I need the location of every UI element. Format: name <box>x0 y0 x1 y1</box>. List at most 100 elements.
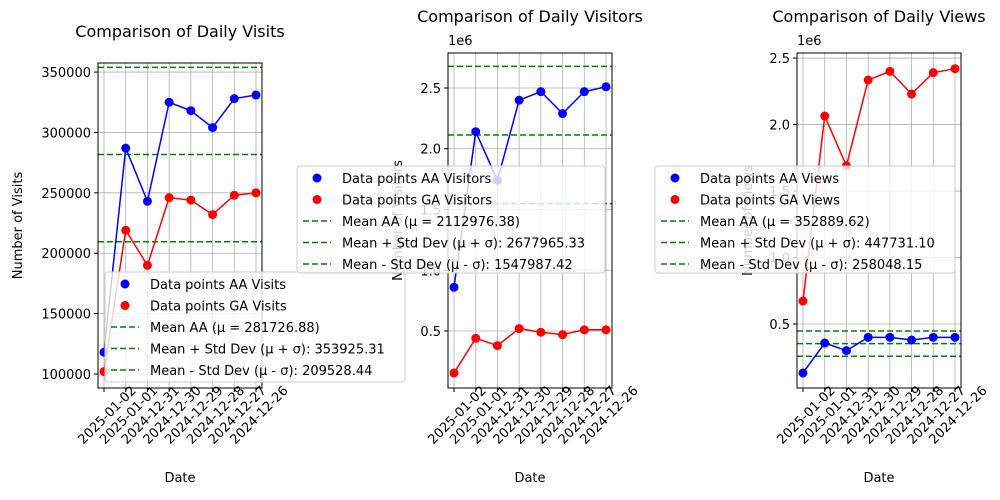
legend-box <box>296 165 606 274</box>
data-point <box>907 89 917 99</box>
y-offset-label: 1e6 <box>797 34 822 49</box>
y-tick-label: 250000 <box>41 187 91 202</box>
data-point <box>208 210 218 220</box>
y-axis-label: Number of Visits <box>11 172 26 280</box>
legend-label: Mean AA (μ = 2112976.38) <box>342 215 520 230</box>
data-point <box>928 68 938 78</box>
y-offset-label: 1e6 <box>448 34 473 49</box>
y-tick-label: 2.5 <box>769 52 790 67</box>
data-point <box>449 282 459 292</box>
data-point <box>579 325 589 335</box>
legend-box <box>104 271 406 383</box>
data-point <box>928 332 938 342</box>
data-point <box>186 195 196 205</box>
legend-label: Data points GA Views <box>700 194 840 209</box>
chart-title: Comparison of Daily Visitors <box>417 7 643 26</box>
legend-label: Mean + Std Dev (μ + σ): 447731.10 <box>700 237 935 252</box>
legend: Data points AA Visits Data points GA Visi… <box>104 271 406 383</box>
legend-label: Data points AA Visitors <box>342 172 492 187</box>
data-point <box>471 333 481 343</box>
x-axis-label: Date <box>863 471 894 486</box>
legend-marker <box>120 279 130 289</box>
y-tick-label: 0.5 <box>420 325 441 340</box>
data-point <box>536 87 546 97</box>
legend-label: Mean + Std Dev (μ + σ): 353925.31 <box>150 343 385 358</box>
data-point <box>121 143 131 153</box>
subplot: Comparison of Daily Visitors1e60.51.01.5… <box>296 7 643 486</box>
data-point <box>885 66 895 76</box>
data-point <box>841 346 851 356</box>
series-line <box>802 67 956 302</box>
data-point <box>142 260 152 270</box>
legend-label: Mean - Std Dev (μ - σ): 1547987.42 <box>342 258 573 273</box>
data-point <box>579 87 589 97</box>
legend-label: Mean - Std Dev (μ - σ): 209528.44 <box>150 364 372 379</box>
chart-title: Comparison of Daily Visits <box>75 22 284 41</box>
data-point <box>251 90 261 100</box>
y-tick-label: 2.0 <box>769 119 790 134</box>
y-tick-label: 200000 <box>41 247 91 262</box>
legend-label: Data points AA Views <box>700 172 839 187</box>
x-axis-label: Date <box>164 471 195 486</box>
y-tick-label: 150000 <box>41 308 91 323</box>
series-line <box>453 86 607 288</box>
data-point <box>514 324 524 334</box>
data-point <box>186 106 196 116</box>
x-axis-label: Date <box>514 471 545 486</box>
data-point <box>536 327 546 337</box>
legend-label: Mean + Std Dev (μ + σ): 2677965.33 <box>342 237 585 252</box>
legend-marker <box>312 195 322 204</box>
data-point <box>471 127 481 137</box>
y-tick-label: 300000 <box>41 126 91 141</box>
y-tick-label: 2.5 <box>420 82 441 97</box>
data-point <box>601 82 611 92</box>
legend-label: Data points GA Visitors <box>342 194 492 209</box>
data-point <box>558 330 568 340</box>
data-point <box>820 338 830 348</box>
legend-marker <box>670 195 680 204</box>
data-point <box>492 341 502 351</box>
data-point <box>798 368 808 378</box>
data-point <box>164 193 174 203</box>
legend-marker <box>670 173 680 183</box>
data-point <box>208 123 218 133</box>
legend-label: Mean AA (μ = 281726.88) <box>150 321 320 336</box>
data-point <box>798 296 808 306</box>
legend-box <box>654 165 956 274</box>
data-point <box>820 111 830 121</box>
data-point <box>229 190 239 200</box>
data-point <box>950 64 960 74</box>
legend-marker <box>312 173 322 183</box>
y-tick-label: 0.5 <box>769 318 790 333</box>
legend-marker <box>120 301 130 310</box>
data-point <box>514 95 524 105</box>
data-point <box>449 368 459 378</box>
subplot: Comparison of Daily Visits 100000 150000 20… <box>11 22 406 486</box>
series-line <box>103 94 257 353</box>
data-point <box>121 225 131 235</box>
data-point <box>601 325 611 335</box>
legend-label: Mean - Std Dev (μ - σ): 258048.15 <box>700 258 922 273</box>
legend: Data points AA Views Data points GA Views… <box>654 165 956 274</box>
legend-label: Mean AA (μ = 352889.62) <box>700 215 870 230</box>
subplot: Comparison of Daily Views1e60.51.01.52.0… <box>654 7 991 486</box>
y-tick-label: 350000 <box>41 66 91 81</box>
data-point <box>863 332 873 342</box>
data-point <box>950 332 960 342</box>
data-point <box>907 335 917 345</box>
data-point <box>885 332 895 342</box>
plot-frame <box>97 62 263 389</box>
series-line <box>103 192 257 372</box>
y-tick-label: 2.0 <box>420 143 441 158</box>
data-point <box>164 97 174 107</box>
data-point <box>863 75 873 85</box>
legend-label: Data points GA Visits <box>150 300 287 315</box>
data-point <box>558 109 568 119</box>
legend: Data points AA Visitors Data points GA Vi… <box>296 165 606 274</box>
data-point <box>142 196 152 206</box>
data-point <box>251 188 261 198</box>
chart-title: Comparison of Daily Views <box>772 7 985 26</box>
legend-label: Data points AA Visits <box>150 278 286 293</box>
data-point <box>229 94 239 104</box>
